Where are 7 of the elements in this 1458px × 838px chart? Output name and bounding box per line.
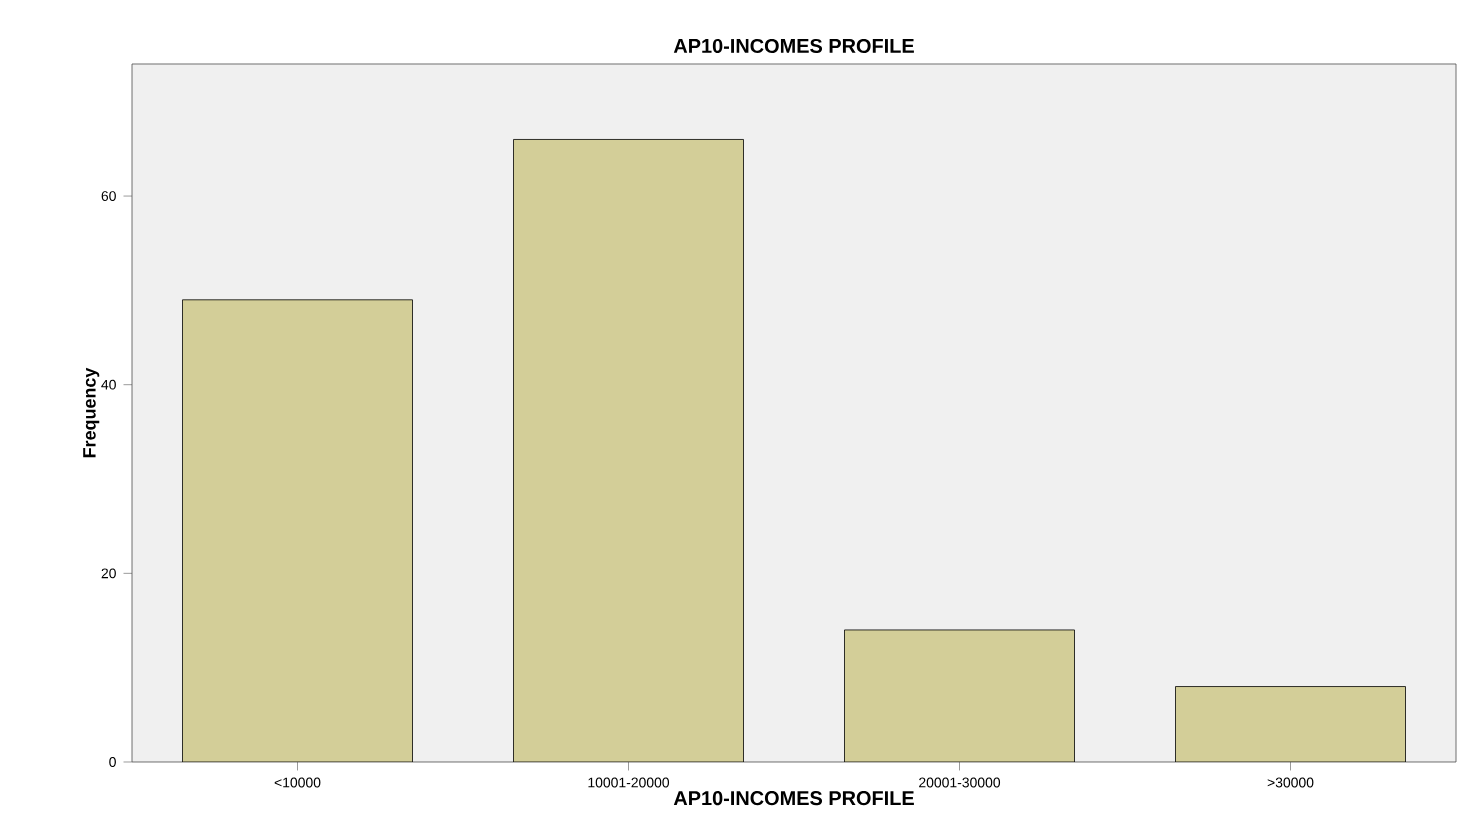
bar (844, 629, 1075, 762)
chart-title: AP10-INCOMES PROFILE (673, 38, 914, 53)
y-axis-title: Frequency (83, 367, 100, 458)
bar (1175, 686, 1406, 762)
x-axis-title: AP10-INCOMES PROFILE (673, 791, 914, 806)
bar (182, 299, 413, 762)
bar (513, 139, 744, 762)
